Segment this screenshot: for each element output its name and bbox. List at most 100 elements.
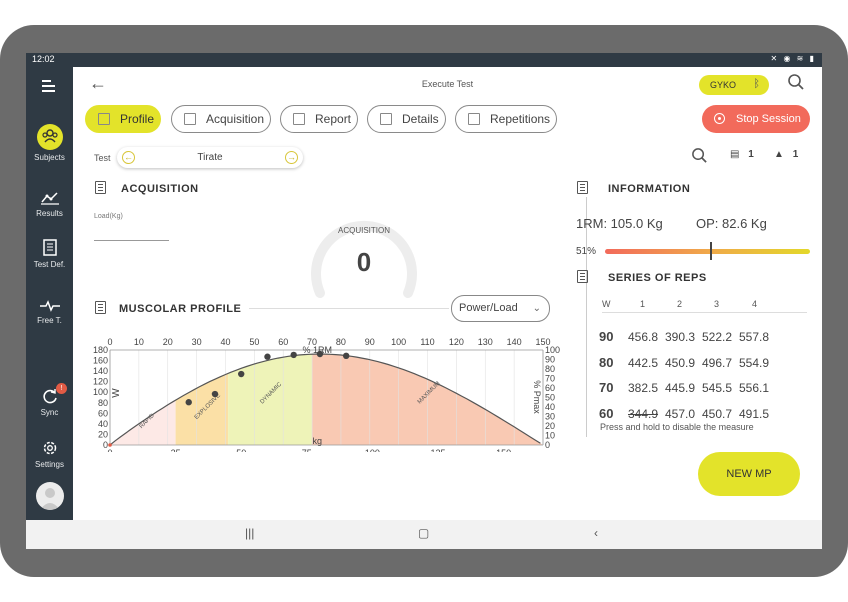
record-icon (714, 113, 725, 124)
series-rep-value[interactable]: 522.2 (702, 330, 733, 344)
x-tick-label: 75 (302, 448, 312, 452)
back-arrow-icon[interactable]: ← (89, 73, 107, 93)
acquisition-title: ACQUISITION (121, 183, 199, 195)
new-mp-button[interactable]: NEW MP (698, 452, 800, 496)
right-tick-label: 30 (545, 412, 555, 422)
sidebar-item-settings[interactable]: Settings (26, 439, 73, 469)
recent-apps-icon[interactable]: ||| (245, 526, 255, 540)
origin-point (108, 443, 112, 447)
series-rep-value[interactable]: 382.5 (628, 381, 659, 395)
next-test-icon[interactable]: → (285, 151, 298, 164)
percent-gradient-bar (605, 249, 810, 254)
optimal-power-value: OP: 82.6 Kg (696, 216, 767, 231)
top-tick-label: 120 (449, 337, 464, 347)
x-tick-label: 50 (236, 448, 246, 452)
series-rep-value[interactable]: 442.5 (628, 355, 659, 370)
series-rep-value[interactable]: 557.8 (739, 330, 770, 344)
sidebar-item-results[interactable]: Results (26, 190, 73, 218)
device-chip[interactable]: GYKO ᛒ (699, 75, 769, 95)
tab-label: Details (402, 112, 439, 126)
series-rep-value[interactable]: 390.3 (665, 330, 696, 344)
series-rep-value[interactable]: 456.8 (628, 330, 659, 344)
series-rep-value[interactable]: 496.7 (702, 355, 733, 370)
screen: 12:02 ✕ ◉ ≋ ▮ Subjects Results Test Def.… (26, 53, 822, 549)
avatar[interactable] (36, 482, 64, 510)
sidebar-item-test-def[interactable]: Test Def. (26, 238, 73, 269)
x-tick-label: 125 (431, 448, 446, 452)
series-rep-value[interactable]: 491.5 (739, 406, 770, 421)
y-axis-label: W (111, 388, 122, 398)
menu-icon[interactable] (42, 79, 57, 98)
series-rep-value[interactable]: 545.5 (702, 381, 733, 395)
repetitions-tab-icon (468, 113, 480, 125)
load-input-line[interactable] (94, 240, 169, 241)
search-icon[interactable] (787, 73, 805, 96)
y-tick-label: 120 (93, 377, 108, 387)
sidebar-item-label: Test Def. (33, 260, 66, 269)
series-rep-value[interactable]: 450.9 (665, 355, 696, 370)
y-tick-label: 180 (93, 345, 108, 355)
previous-test-icon[interactable]: ← (122, 151, 135, 164)
top-tick-label: 40 (220, 337, 230, 347)
column-divider (586, 197, 587, 437)
percent-label: 51% (576, 246, 597, 257)
series-rep-value[interactable]: 554.9 (739, 355, 770, 370)
page-title: Execute Test (421, 79, 474, 89)
right-tick-label: 0 (545, 440, 550, 450)
sidebar-item-subjects[interactable]: Subjects (26, 124, 73, 162)
series-rep-value[interactable]: 344.9 (628, 406, 659, 421)
series-rep-value[interactable]: 445.9 (665, 381, 696, 395)
tab-repetitions[interactable]: Repetitions (455, 105, 557, 133)
tab-report[interactable]: Report (280, 105, 358, 133)
chevron-down-icon: ⌄ (532, 303, 541, 314)
tab-profile[interactable]: Profile (85, 105, 161, 133)
sidebar-item-sync[interactable]: ! Sync (26, 383, 73, 417)
tab-details[interactable]: Details (367, 105, 446, 133)
series-row-weight: 80 (599, 354, 614, 370)
tab-acquisition[interactable]: Acquisition (171, 105, 271, 133)
top-tick-label: 20 (163, 337, 173, 347)
top-axis-label: % 1RM (303, 345, 333, 355)
percent-marker (709, 242, 712, 260)
series-header-1: 1 (640, 299, 646, 309)
right-tick-label: 90 (545, 355, 555, 365)
home-icon[interactable]: ▢ (418, 526, 430, 540)
y-tick-label: 100 (93, 387, 108, 397)
data-point (238, 370, 245, 378)
series-section-icon (577, 270, 588, 283)
y-tick-label: 0 (103, 440, 108, 450)
top-tick-label: 60 (278, 337, 288, 347)
x-tick-label: 100 (365, 448, 380, 452)
tab-label: Repetitions (490, 112, 551, 126)
x-tick-label: 0 (107, 448, 112, 452)
series-rep-value[interactable]: 457.0 (665, 406, 696, 421)
series-rep-value[interactable]: 450.7 (702, 406, 733, 421)
y-tick-label: 20 (98, 429, 108, 439)
information-section-icon (577, 181, 588, 194)
stop-session-label: Stop Session (736, 113, 801, 125)
device-label: GYKO (710, 80, 737, 90)
series-row-weight: 70 (599, 380, 614, 395)
stop-session-button[interactable]: Stop Session (702, 105, 810, 133)
test-count-value: 1 (748, 149, 754, 160)
sidebar-item-free-t[interactable]: Free T. (26, 299, 73, 325)
acquisition-tab-icon (184, 113, 196, 125)
sidebar-item-label: Results (36, 209, 63, 218)
series-title: SERIES OF REPS (608, 272, 707, 284)
series-header-2: 2 (677, 299, 683, 309)
top-tick-label: 90 (365, 337, 375, 347)
tab-label: Report (315, 112, 352, 126)
search-icon[interactable] (691, 147, 708, 169)
results-icon (40, 192, 59, 205)
profile-divider (249, 308, 449, 309)
test-selector[interactable]: ← Tirate → (117, 147, 303, 168)
sync-badge: ! (56, 383, 67, 394)
profile-type-select[interactable]: Power/Load ⌄ (451, 295, 550, 322)
back-nav-icon[interactable]: ‹ (594, 526, 598, 540)
tab-label: Acquisition (206, 112, 265, 126)
top-tick-label: 150 (535, 337, 550, 347)
series-rep-value[interactable]: 556.1 (739, 381, 770, 395)
acquisition-section-icon (95, 181, 106, 194)
person-icon: ▲ (774, 149, 784, 160)
test-value: Tirate (197, 152, 223, 163)
